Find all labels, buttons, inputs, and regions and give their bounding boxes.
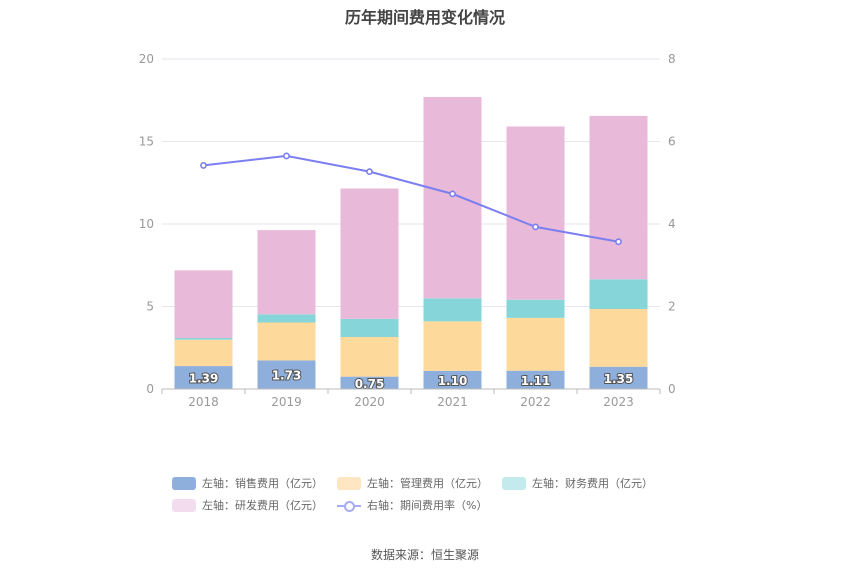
x-tick-label: 2022 <box>520 395 551 409</box>
legend-label-admin: 左轴：管理费用（亿元） <box>367 477 488 490</box>
x-tick-label: 2019 <box>271 395 302 409</box>
bar-segment-admin <box>589 308 648 367</box>
bar-segment-sales <box>589 366 648 389</box>
legend-swatch-rd <box>172 498 196 512</box>
bar-segment-finance <box>174 338 233 340</box>
bar-segment-finance <box>257 314 316 323</box>
x-tick-label: 2021 <box>437 395 468 409</box>
bar-segment-sales <box>174 366 233 389</box>
x-tick-label: 2018 <box>188 395 219 409</box>
legend-swatch-sales <box>172 476 196 490</box>
bar-segment-rd <box>174 270 233 339</box>
legend-label-expense-ratio: 右轴：期间费用率（%） <box>367 499 488 512</box>
y-left-tick-label: 5 <box>146 300 154 314</box>
legend-item-rd[interactable]: 左轴：研发费用（亿元） <box>172 497 323 513</box>
bar-data-label: 1.11 <box>521 374 551 388</box>
y-left-tick-label: 15 <box>139 135 154 149</box>
legend: 左轴：销售费用（亿元） 左轴：管理费用（亿元） 左轴：财务费用（亿元） 左轴：研… <box>172 472 732 516</box>
bar-segment-admin <box>257 322 316 361</box>
bar-segment-rd <box>340 188 399 319</box>
data-source: 数据来源：恒生聚源 <box>370 548 479 562</box>
legend-item-admin[interactable]: 左轴：管理费用（亿元） <box>337 475 488 491</box>
y-right-tick-label: 2 <box>668 300 676 314</box>
expense-ratio-point <box>200 162 207 169</box>
legend-item-expense-ratio[interactable]: 右轴：期间费用率（%） <box>337 497 487 513</box>
bar-segment-rd <box>589 115 648 280</box>
bar-data-label: 1.39 <box>189 372 219 386</box>
x-tick-label: 2020 <box>354 395 385 409</box>
chart-title: 历年期间费用变化情况 <box>344 8 505 27</box>
bar-segment-finance <box>589 279 648 309</box>
expense-ratio-point <box>532 223 539 231</box>
y-right-tick-label: 8 <box>668 52 676 66</box>
expense-ratio-point <box>615 238 622 246</box>
bar-data-label: 1.73 <box>272 369 302 383</box>
expense-ratio-line <box>203 154 619 243</box>
bar-data-label: 1.10 <box>438 374 468 388</box>
expense-ratio-point <box>283 152 290 160</box>
bar-segment-admin <box>506 317 565 371</box>
y-right-tick-label: 6 <box>668 135 676 149</box>
bar-segment-sales <box>506 370 565 389</box>
bar-segment-sales <box>423 370 482 389</box>
bar-segment-rd <box>423 96 482 299</box>
bar-segment-admin <box>423 321 482 371</box>
bar-segment-sales <box>257 360 316 389</box>
bar-segment-finance <box>340 318 399 338</box>
y-right-tick-label: 0 <box>668 382 676 396</box>
expense-ratio-point <box>366 168 373 176</box>
legend-item-sales[interactable]: 左轴：销售费用（亿元） <box>172 475 323 491</box>
legend-label-sales: 左轴：销售费用（亿元） <box>202 477 323 490</box>
bar-segment-admin <box>174 339 233 367</box>
bar-segment-finance <box>506 299 565 318</box>
x-tick-label: 2023 <box>603 395 634 409</box>
bar-segment-rd <box>506 126 565 300</box>
y-left-tick-label: 20 <box>139 52 154 66</box>
expense-ratio-point <box>449 190 456 198</box>
bar-segment-admin <box>340 337 399 377</box>
legend-swatch-admin <box>337 476 361 490</box>
bar-data-label: 1.35 <box>604 372 634 386</box>
y-left-tick-label: 10 <box>139 217 154 231</box>
bar-segment-rd <box>257 230 316 315</box>
legend-label-finance: 左轴：财务费用（亿元） <box>532 477 653 490</box>
bar-segment-sales <box>340 376 399 389</box>
bar-data-label: 0.75 <box>355 377 385 391</box>
y-left-tick-label: 0 <box>146 382 154 396</box>
legend-label-rd: 左轴：研发费用（亿元） <box>202 499 323 512</box>
legend-line-marker-icon <box>337 499 361 512</box>
legend-swatch-finance <box>502 476 526 490</box>
y-right-tick-label: 4 <box>668 217 676 231</box>
legend-item-finance[interactable]: 左轴：财务费用（亿元） <box>502 475 653 491</box>
bar-segment-finance <box>423 298 482 322</box>
